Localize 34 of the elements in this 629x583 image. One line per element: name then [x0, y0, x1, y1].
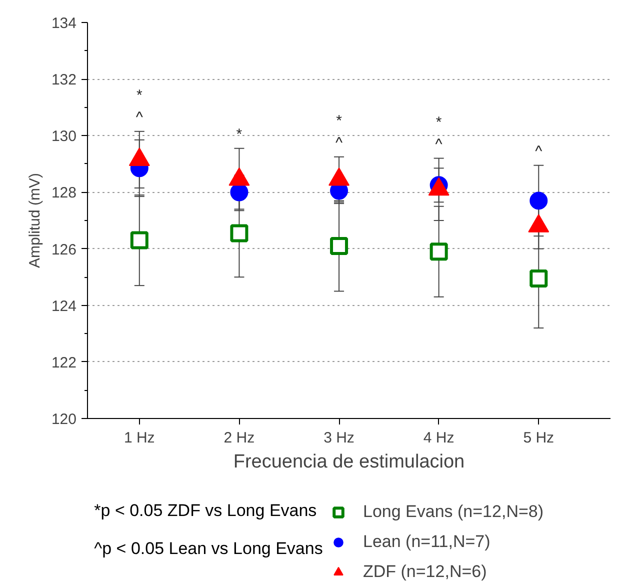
legend-label: ZDF (n=12,N=6) — [363, 562, 487, 582]
y-axis-title: Amplitud (mV) — [26, 172, 44, 268]
x-tick-label: 2 Hz — [224, 430, 255, 446]
point — [530, 269, 548, 288]
y-tick-label: 124 — [51, 298, 77, 315]
y-tick-label: 128 — [51, 184, 77, 202]
x-tick-label: 5 Hz — [523, 430, 554, 446]
data-label: * — [136, 86, 142, 104]
legend-label: Long Evans (n=12,N=8) — [363, 502, 544, 522]
point — [430, 242, 448, 261]
y-tick-label: 132 — [51, 72, 77, 89]
data-label: * — [336, 112, 342, 130]
point — [330, 236, 348, 255]
x-axis-title: Frecuencia de estimulacion — [233, 452, 465, 472]
point — [530, 192, 548, 210]
y-tick-label: 134 — [51, 15, 77, 32]
y-tick-label: 130 — [51, 128, 77, 146]
y-tick-label: 122 — [51, 354, 77, 372]
data-label: ^ — [535, 142, 542, 160]
x-tick-label: 4 Hz — [423, 430, 454, 446]
data-label: * — [436, 114, 442, 131]
data-label: ^ — [336, 134, 343, 152]
y-tick-label: 126 — [51, 241, 77, 258]
y-tick-label: 120 — [51, 411, 77, 428]
legend-label: Lean (n=11,N=7) — [363, 532, 490, 552]
data-label: * — [236, 126, 242, 143]
data-label: ^ — [435, 136, 442, 153]
text: ^p < 0.05 Lean vs Long Evans — [94, 539, 323, 558]
point — [130, 231, 148, 250]
point — [230, 224, 248, 242]
x-tick-label: 3 Hz — [324, 430, 354, 446]
data-label: ^ — [136, 108, 143, 126]
text: *p < 0.05 ZDF vs Long Evans — [94, 501, 317, 520]
x-tick-label: 1 Hz — [124, 430, 155, 446]
